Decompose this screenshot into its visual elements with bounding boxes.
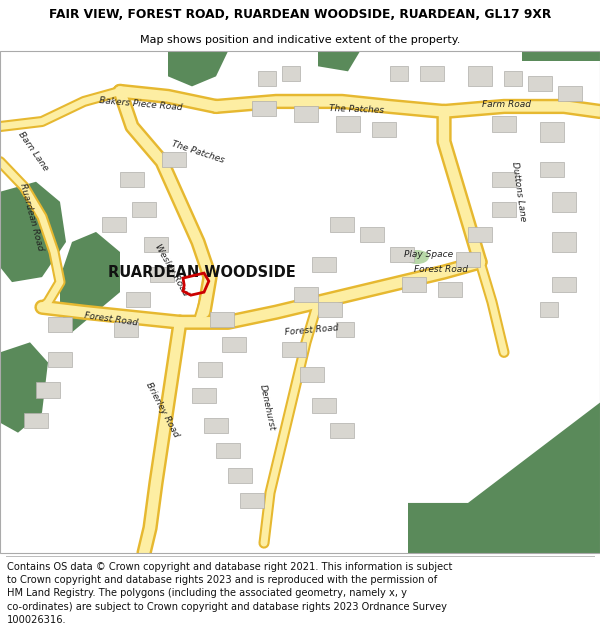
Polygon shape — [408, 402, 600, 553]
Polygon shape — [282, 342, 306, 357]
Polygon shape — [282, 66, 300, 81]
Text: HM Land Registry. The polygons (including the associated geometry, namely x, y: HM Land Registry. The polygons (includin… — [7, 588, 407, 598]
Polygon shape — [504, 71, 522, 86]
Polygon shape — [330, 217, 354, 232]
Text: The Patches: The Patches — [170, 139, 226, 164]
Text: RUARDEAN WOODSIDE: RUARDEAN WOODSIDE — [108, 264, 296, 279]
Polygon shape — [522, 51, 600, 61]
Text: to Crown copyright and database rights 2023 and is reproduced with the permissio: to Crown copyright and database rights 2… — [7, 575, 437, 585]
Polygon shape — [492, 172, 516, 187]
Polygon shape — [330, 422, 354, 437]
Polygon shape — [552, 192, 576, 212]
Polygon shape — [24, 412, 48, 428]
Polygon shape — [210, 312, 234, 328]
Text: Forest Road: Forest Road — [83, 311, 139, 328]
Polygon shape — [222, 338, 246, 352]
Polygon shape — [390, 66, 408, 81]
Polygon shape — [294, 106, 318, 121]
Text: Bakers Piece Road: Bakers Piece Road — [99, 96, 183, 112]
Polygon shape — [540, 121, 564, 142]
Text: Denehurst: Denehurst — [257, 384, 277, 432]
Text: Barn Lane: Barn Lane — [16, 130, 50, 173]
Text: Play Space: Play Space — [404, 250, 454, 259]
Polygon shape — [162, 152, 186, 167]
Polygon shape — [36, 382, 60, 398]
Polygon shape — [528, 76, 552, 91]
Polygon shape — [492, 202, 516, 217]
Polygon shape — [48, 352, 72, 367]
Polygon shape — [372, 121, 396, 137]
Polygon shape — [552, 277, 576, 292]
Polygon shape — [336, 116, 360, 131]
Polygon shape — [402, 277, 426, 292]
Polygon shape — [258, 71, 276, 86]
Polygon shape — [120, 172, 144, 187]
Polygon shape — [168, 51, 228, 86]
Ellipse shape — [405, 250, 429, 264]
Polygon shape — [552, 232, 576, 252]
Polygon shape — [456, 252, 480, 267]
Polygon shape — [468, 227, 492, 242]
Polygon shape — [0, 182, 66, 282]
Polygon shape — [420, 66, 444, 81]
Polygon shape — [558, 86, 582, 101]
Text: Map shows position and indicative extent of the property.: Map shows position and indicative extent… — [140, 35, 460, 45]
Polygon shape — [192, 388, 216, 402]
Polygon shape — [48, 318, 72, 332]
Polygon shape — [252, 101, 276, 116]
Polygon shape — [312, 398, 336, 412]
Text: Forest Road: Forest Road — [285, 323, 339, 337]
Polygon shape — [228, 468, 252, 483]
Text: Duttons Lane: Duttons Lane — [511, 161, 527, 222]
Polygon shape — [0, 342, 48, 432]
Polygon shape — [240, 493, 264, 508]
Polygon shape — [318, 51, 360, 71]
Text: Farm Road: Farm Road — [482, 101, 532, 109]
Polygon shape — [114, 322, 138, 338]
Polygon shape — [540, 162, 564, 177]
Text: FAIR VIEW, FOREST ROAD, RUARDEAN WOODSIDE, RUARDEAN, GL17 9XR: FAIR VIEW, FOREST ROAD, RUARDEAN WOODSID… — [49, 8, 551, 21]
Polygon shape — [540, 302, 558, 318]
Polygon shape — [102, 217, 126, 232]
Polygon shape — [294, 287, 318, 302]
Polygon shape — [204, 418, 228, 432]
Text: Ruardean Road: Ruardean Road — [18, 182, 44, 252]
Text: 100026316.: 100026316. — [7, 615, 67, 625]
Polygon shape — [300, 368, 324, 382]
Text: Brierley Road: Brierley Road — [144, 381, 180, 439]
Text: co-ordinates) are subject to Crown copyright and database rights 2023 Ordnance S: co-ordinates) are subject to Crown copyr… — [7, 602, 447, 612]
Text: Wesley Road: Wesley Road — [152, 242, 190, 297]
Polygon shape — [216, 442, 240, 458]
Polygon shape — [312, 257, 336, 272]
Polygon shape — [360, 227, 384, 242]
Polygon shape — [144, 237, 168, 252]
Polygon shape — [126, 292, 150, 308]
Polygon shape — [390, 247, 414, 262]
Polygon shape — [132, 202, 156, 217]
Polygon shape — [336, 322, 354, 338]
Text: The Patches: The Patches — [329, 104, 385, 114]
Polygon shape — [468, 66, 492, 86]
Polygon shape — [198, 362, 222, 378]
Polygon shape — [438, 282, 462, 297]
Polygon shape — [492, 116, 516, 131]
Polygon shape — [60, 232, 120, 332]
Polygon shape — [150, 267, 174, 282]
Text: Forest Road: Forest Road — [414, 265, 468, 274]
Polygon shape — [318, 302, 342, 318]
Text: Contains OS data © Crown copyright and database right 2021. This information is : Contains OS data © Crown copyright and d… — [7, 562, 452, 572]
